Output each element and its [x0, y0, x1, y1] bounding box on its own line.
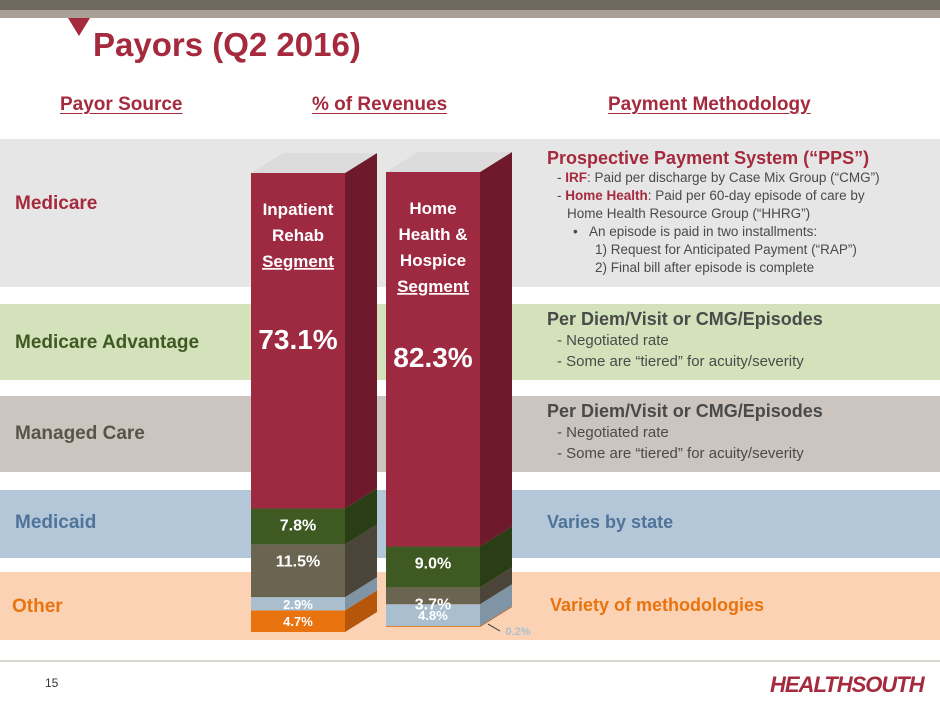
bar-segment-0-0: [251, 173, 345, 509]
value-label-1-4: 0.2%: [505, 626, 530, 638]
bar-side-0-2: [345, 524, 377, 598]
bar-segment-0-2: [251, 544, 345, 598]
bar-side-0-0: [345, 153, 377, 509]
category-label-1-3: Segment: [397, 277, 469, 296]
bar-top-1: [386, 152, 512, 172]
value-label-0-1: 7.8%: [280, 518, 316, 535]
method-mc-line2: - Some are “tiered” for acuity/severity: [557, 445, 804, 462]
bar-segment-0-3: [251, 597, 345, 611]
category-label-0-1: Rehab: [272, 226, 324, 245]
header-pct-revenues: % of Revenues: [312, 94, 448, 115]
method-ma-line1-text: Negotiated rate: [566, 332, 669, 349]
method-other: Variety of methodologies: [550, 595, 764, 616]
bar-side-0-3: [345, 577, 377, 611]
bar-segment-1-4: [386, 626, 480, 627]
method-mc-heading: Per Diem/Visit or CMG/Episodes: [547, 401, 823, 421]
method-mc-line2-text: Some are “tiered” for acuity/severity: [566, 445, 804, 462]
bar-segment-1-2: [386, 587, 480, 605]
row-label-medicare-advantage: Medicare Advantage: [15, 332, 200, 353]
method-medicare-line2-bold: Home Health: [565, 188, 648, 203]
healthsouth-logo: HEALTHSOUTH: [770, 672, 925, 697]
method-medicare: Prospective Payment System (“PPS”) - IRF…: [547, 148, 880, 277]
value-label-0-3: 2.9%: [283, 597, 313, 612]
row-label-managed-care: Managed Care: [15, 423, 145, 444]
method-medicare-line2-rest: : Paid per 60-day episode of care by: [647, 188, 865, 203]
method-medicare-line6: 2) Final bill after episode is complete: [595, 260, 815, 275]
category-label-1-2: Hospice: [400, 251, 466, 270]
category-label-1-1: Health &: [399, 225, 468, 244]
category-label-0-0: Inpatient: [263, 200, 334, 219]
sub-bar: [0, 10, 940, 18]
value-label-1-3: 4.8%: [418, 608, 448, 623]
method-medicare-heading: Prospective Payment System (“PPS”): [547, 148, 870, 168]
method-ma-heading: Per Diem/Visit or CMG/Episodes: [547, 309, 823, 329]
method-medicare-line2: - Home Health: Paid per 60-day episode o…: [557, 188, 865, 203]
method-medicare-line4-text: An episode is paid in two installments:: [588, 224, 818, 239]
header-payor-source: Payor Source: [60, 94, 183, 115]
value-label-0-4: 4.7%: [283, 614, 313, 629]
method-ma-line2-text: Some are “tiered” for acuity/severity: [566, 353, 804, 370]
method-managed-care: Per Diem/Visit or CMG/Episodes - Negotia…: [547, 401, 823, 464]
bar-side-1-3: [480, 584, 512, 627]
method-medicare-line1-rest: : Paid per discharge by Case Mix Group (…: [587, 170, 880, 185]
method-medicare-advantage: Per Diem/Visit or CMG/Episodes - Negotia…: [547, 309, 823, 372]
value-label-0-2: 11.5%: [276, 553, 320, 570]
method-mc-line1-text: Negotiated rate: [566, 424, 669, 441]
page-number: 15: [45, 676, 59, 690]
method-medicare-line1-bold: IRF: [565, 170, 587, 185]
method-medicare-line4: • An episode is paid in two installments…: [573, 224, 818, 239]
footer-divider: [0, 660, 940, 662]
bar-side-1-2: [480, 567, 512, 605]
method-mc-line1: - Negotiated rate: [557, 424, 669, 441]
method-medicare-line1: - IRF: Paid per discharge by Case Mix Gr…: [557, 170, 880, 185]
leader-line-1-4: [487, 623, 501, 632]
bar-segment-1-0: [386, 172, 480, 547]
value-label-1-0: 82.3%: [393, 342, 472, 373]
category-label-0-2: Segment: [262, 252, 334, 271]
category-label-1-0: Home: [409, 199, 456, 218]
method-medicare-line3: Home Health Resource Group (“HHRG”): [567, 206, 811, 221]
bar-segment-1-3: [386, 604, 480, 627]
method-ma-line1: - Negotiated rate: [557, 332, 669, 349]
bar-segment-0-4: [251, 610, 345, 632]
method-medicaid: Varies by state: [547, 512, 673, 533]
bar-side-0-1: [345, 488, 377, 545]
bar-top-0: [251, 153, 377, 173]
bar-side-1-4: [480, 606, 512, 627]
top-bar: [0, 0, 940, 10]
method-other-heading: Variety of methodologies: [550, 595, 765, 615]
row-label-medicare: Medicare: [15, 193, 98, 214]
row-label-other: Other: [12, 596, 63, 617]
method-medicare-line5: 1) Request for Anticipated Payment (“RAP…: [595, 242, 857, 257]
header-payment-methodology: Payment Methodology: [608, 94, 811, 115]
slide-title: Payors (Q2 2016): [93, 26, 361, 63]
bar-side-1-0: [480, 152, 512, 547]
bar-segment-1-1: [386, 546, 480, 588]
value-label-0-0: 73.1%: [258, 324, 337, 355]
title-notch-icon: [68, 18, 90, 36]
value-label-1-2: 3.7%: [415, 596, 451, 613]
row-label-medicaid: Medicaid: [15, 512, 97, 533]
method-ma-line2: - Some are “tiered” for acuity/severity: [557, 353, 804, 370]
method-medicaid-heading: Varies by state: [547, 512, 674, 532]
value-label-1-1: 9.0%: [415, 555, 451, 572]
bar-side-1-1: [480, 526, 512, 588]
bar-segment-0-1: [251, 508, 345, 545]
bar-side-0-4: [345, 590, 377, 632]
